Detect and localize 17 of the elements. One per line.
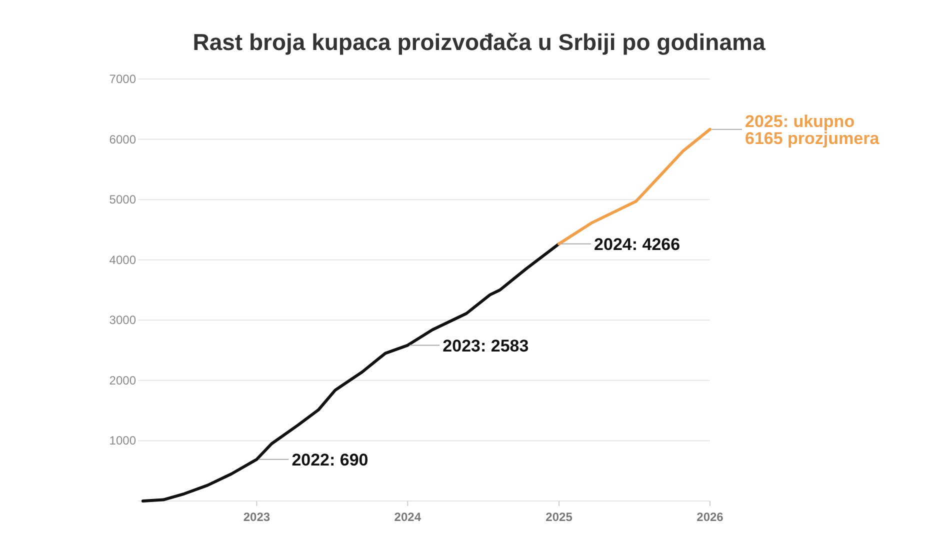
annotation: 2025: ukupno 6165 prozjumera	[745, 112, 880, 148]
x-tick-label: 2026	[696, 510, 724, 524]
annotation: 2024: 4266	[594, 234, 680, 254]
y-tick-label: 2000	[109, 373, 136, 388]
y-tick-label: 6000	[109, 132, 136, 146]
y-tick-label: 3000	[109, 313, 136, 328]
line-series	[141, 242, 561, 502]
x-tick-label: 2023	[243, 510, 270, 524]
y-tick-label: 4000	[109, 252, 136, 267]
x-tick-label: 2024	[394, 510, 422, 524]
y-tick-label: 7000	[109, 72, 136, 86]
x-tick-label: 2025	[546, 510, 573, 524]
y-tick-label: 1000	[109, 434, 136, 448]
annotation: 2022: 690	[292, 450, 368, 470]
annotation: 2023: 2583	[442, 336, 529, 356]
y-tick-label: 5000	[109, 192, 136, 207]
chart-title: Rast broja kupaca proizvođača u Srbiji po godinama	[192, 29, 766, 55]
